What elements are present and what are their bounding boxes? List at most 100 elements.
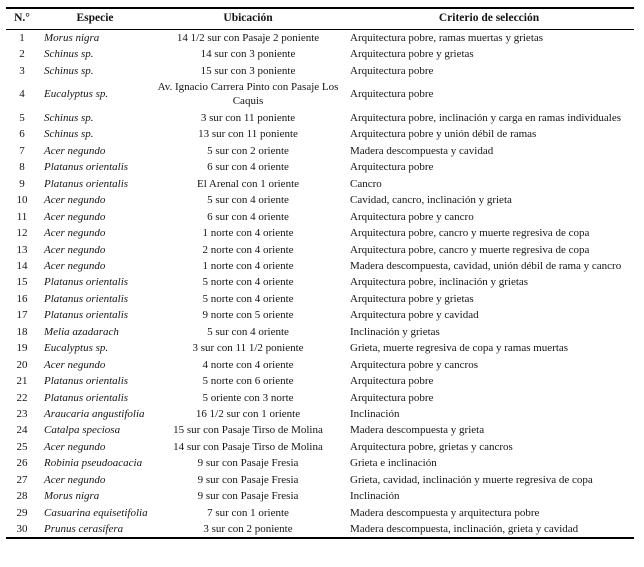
selection-criteria: Madera descompuesta, inclinación, grieta… [350, 523, 579, 536]
row-number: 2 [19, 48, 25, 61]
table-row: 20 Acer negundo 4 norte con 4 oriente Ar… [6, 356, 634, 372]
species-name: Schinus sp. [44, 111, 94, 124]
table-row: 19 Eucalyptus sp. 3 sur con 11 1/2 ponie… [6, 340, 634, 356]
table-row: 16 Platanus orientalis 5 norte con 4 ori… [6, 291, 634, 307]
row-number: 24 [16, 424, 28, 437]
species-name: Platanus orientalis [44, 161, 129, 174]
location: 14 sur con 3 poniente [200, 48, 296, 61]
species-name: Araucaria angustifolia [44, 408, 145, 421]
table-row: 25 Acer negundo 14 sur con Pasaje Tirso … [6, 439, 634, 455]
table-row: 26 Robinia pseudoacacia 9 sur con Pasaje… [6, 455, 634, 471]
table-row: 6 Schinus sp. 13 sur con 11 poniente Arq… [6, 126, 634, 142]
species-name: Platanus orientalis [44, 309, 129, 322]
location: El Arenal con 1 oriente [196, 177, 300, 190]
species-name: Schinus sp. [44, 64, 94, 77]
selection-criteria: Arquitectura pobre [350, 161, 434, 174]
row-number: 13 [16, 243, 28, 256]
row-number: 5 [19, 111, 25, 124]
selection-criteria: Arquitectura pobre y cancros [350, 358, 478, 371]
table-row: 13 Acer negundo 2 norte con 4 oriente Ar… [6, 241, 634, 257]
selection-criteria: Arquitectura pobre [350, 88, 434, 101]
table-row: 23 Araucaria angustifolia 16 1/2 sur con… [6, 406, 634, 422]
row-number: 28 [16, 490, 28, 503]
table-row: 11 Acer negundo 6 sur con 4 oriente Arqu… [6, 208, 634, 224]
table-row: 3 Schinus sp. 15 sur con 3 poniente Arqu… [6, 63, 634, 79]
selection-criteria: Arquitectura pobre y cancro [350, 210, 474, 223]
table-page: N.° Especie Ubicación Criterio de selecc… [6, 7, 634, 540]
species-name: Acer negundo [44, 243, 106, 256]
row-number: 11 [16, 210, 28, 223]
row-number: 21 [16, 375, 28, 388]
table-row: 14 Acer negundo 1 norte con 4 oriente Ma… [6, 258, 634, 274]
selection-criteria: Arquitectura pobre, inclinación y carga … [350, 111, 622, 124]
row-number: 25 [16, 440, 28, 453]
location: 9 sur con Pasaje Fresia [197, 457, 299, 470]
species-name: Acer negundo [44, 194, 106, 207]
selection-criteria: Arquitectura pobre y cavidad [350, 309, 479, 322]
row-number: 16 [16, 292, 28, 305]
selection-criteria: Cavidad, cancro, inclinación y grieta [350, 194, 512, 207]
row-number: 9 [19, 177, 25, 190]
location: 9 norte con 5 oriente [202, 309, 294, 322]
location: 1 norte con 4 oriente [202, 259, 294, 272]
table-row: 10 Acer negundo 5 sur con 4 oriente Cavi… [6, 192, 634, 208]
row-number: 14 [16, 259, 28, 272]
location: 9 sur con Pasaje Fresia [197, 473, 299, 486]
selection-criteria: Arquitectura pobre [350, 391, 434, 404]
row-number: 22 [16, 391, 28, 404]
location: 5 norte con 4 oriente [202, 292, 294, 305]
table-row: 9 Platanus orientalis El Arenal con 1 or… [6, 176, 634, 192]
table-row: 8 Platanus orientalis 6 sur con 4 orient… [6, 159, 634, 175]
row-number: 15 [16, 276, 28, 289]
selection-criteria: Arquitectura pobre, grietas y cancros [350, 440, 513, 453]
selection-criteria: Arquitectura pobre y grietas [350, 48, 474, 61]
species-name: Catalpa speciosa [44, 424, 121, 437]
selection-criteria: Arquitectura pobre [350, 64, 434, 77]
selection-criteria: Grieta e inclinación [350, 457, 437, 470]
row-number: 19 [16, 342, 28, 355]
location: 2 norte con 4 oriente [202, 243, 294, 256]
location: 16 1/2 sur con 1 oriente [195, 408, 301, 421]
species-name: Morus nigra [44, 31, 100, 44]
selection-criteria: Madera descompuesta y grieta [350, 424, 485, 437]
header-species: Especie [38, 8, 152, 30]
location: 7 sur con 1 oriente [207, 506, 289, 519]
location: 5 sur con 2 oriente [207, 144, 289, 157]
species-name: Schinus sp. [44, 48, 94, 61]
selection-criteria: Madera descompuesta y arquitectura pobre [350, 506, 540, 519]
row-number: 23 [16, 408, 28, 421]
row-number: 17 [16, 309, 28, 322]
location: 3 sur con 11 1/2 poniente [192, 342, 304, 355]
row-number: 1 [19, 31, 25, 44]
species-name: Casuarina equisetifolia [44, 506, 148, 519]
table-row: 4 Eucalyptus sp. Av. Ignacio Carrera Pin… [6, 79, 634, 110]
table-row: 17 Platanus orientalis 9 norte con 5 ori… [6, 307, 634, 323]
row-number: 27 [16, 473, 28, 486]
location: 6 sur con 4 oriente [207, 210, 289, 223]
table-row: 28 Morus nigra 9 sur con Pasaje Fresia I… [6, 488, 634, 504]
row-number: 7 [19, 144, 25, 157]
table-row: 24 Catalpa speciosa 15 sur con Pasaje Ti… [6, 422, 634, 438]
location: 5 sur con 4 oriente [207, 325, 289, 338]
species-name: Platanus orientalis [44, 276, 129, 289]
species-name: Melia azadarach [44, 325, 119, 338]
species-name: Acer negundo [44, 473, 106, 486]
row-number: 20 [16, 358, 28, 371]
table-row: 1 Morus nigra 14 1/2 sur con Pasaje 2 po… [6, 29, 634, 46]
tree-selection-table: N.° Especie Ubicación Criterio de selecc… [6, 7, 634, 540]
header-location: Ubicación [152, 8, 344, 30]
selection-criteria: Arquitectura pobre [350, 375, 434, 388]
selection-criteria: Grieta, cavidad, inclinación y muerte re… [350, 473, 593, 486]
species-name: Eucalyptus sp. [44, 342, 109, 355]
selection-criteria: Arquitectura pobre, inclinación y grieta… [350, 276, 529, 289]
selection-criteria: Inclinación y grietas [350, 325, 440, 338]
location: 4 norte con 4 oriente [202, 358, 294, 371]
location: 5 oriente con 3 norte [202, 391, 294, 404]
location: 5 sur con 4 oriente [207, 194, 289, 207]
species-name: Platanus orientalis [44, 375, 129, 388]
table-row: 18 Melia azadarach 5 sur con 4 oriente I… [6, 324, 634, 340]
selection-criteria: Inclinación [350, 408, 400, 421]
selection-criteria: Inclinación [350, 490, 400, 503]
selection-criteria: Madera descompuesta y cavidad [350, 144, 494, 157]
table-row: 5 Schinus sp. 3 sur con 11 poniente Arqu… [6, 110, 634, 126]
